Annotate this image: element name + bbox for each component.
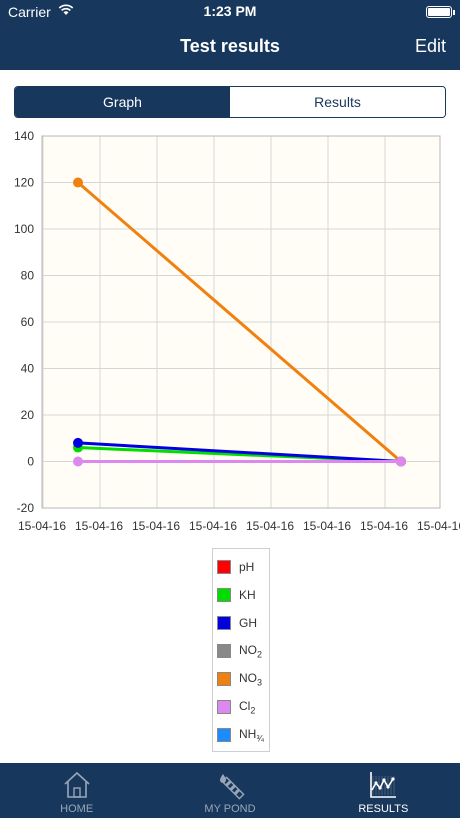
- x-tick-label: 15-04-16: [132, 519, 180, 533]
- legend-item: Cl2: [217, 693, 265, 721]
- legend-swatch: [217, 672, 231, 686]
- data-point-cl2: [73, 456, 83, 467]
- y-tick-label: 60: [21, 315, 35, 329]
- legend-label-name: NO: [239, 670, 257, 685]
- legend-label: NH¾: [239, 727, 264, 743]
- legend-label-name: GH: [239, 616, 257, 630]
- legend-item: pH: [217, 553, 265, 581]
- x-tick-label: 15-04-16: [417, 519, 460, 533]
- legend-item: KH: [217, 581, 265, 609]
- carrier-label: Carrier: [8, 4, 51, 20]
- y-tick-label: 0: [27, 455, 34, 469]
- wifi-icon: [58, 4, 74, 19]
- legend-label: GH: [239, 616, 257, 630]
- tab-home[interactable]: HOME: [0, 763, 153, 818]
- legend-swatch: [217, 616, 231, 630]
- home-icon: [64, 771, 90, 798]
- x-tick-label: 15-04-16: [303, 519, 351, 533]
- legend-swatch: [217, 700, 231, 714]
- legend-item: NH¾: [217, 721, 265, 749]
- legend-item: GH: [217, 609, 265, 637]
- legend-label-name: pH: [239, 560, 255, 574]
- legend-item: NO3: [217, 665, 265, 693]
- legend-label-name: Cl: [239, 698, 251, 713]
- legend-label-subscript: 3: [257, 677, 263, 688]
- x-tick-label: 15-04-16: [246, 519, 294, 533]
- y-tick-label: 80: [21, 269, 35, 283]
- legend-item: NO2: [217, 637, 265, 665]
- status-time: 1:23 PM: [203, 3, 257, 19]
- y-tick-label: 140: [14, 129, 34, 143]
- tab-my-pond-label: MY POND: [204, 803, 256, 815]
- legend-swatch: [217, 644, 231, 658]
- legend-label-name: NO: [239, 642, 257, 657]
- tab-results[interactable]: RESULTS: [307, 763, 460, 818]
- series-line-gh: [76, 441, 403, 463]
- legend-label: pH: [239, 560, 254, 574]
- segment-results[interactable]: Results: [230, 87, 445, 117]
- legend-label: NO3: [239, 671, 262, 687]
- y-tick-label: 40: [21, 362, 35, 376]
- legend-label-subscript: ¾: [256, 733, 264, 744]
- chart-icon: [370, 772, 397, 798]
- data-point-gh: [73, 437, 83, 448]
- x-tick-label: 15-04-16: [189, 519, 237, 533]
- edit-button[interactable]: Edit: [414, 36, 446, 56]
- legend-label-subscript: 2: [257, 649, 263, 660]
- y-tick-label: -20: [17, 501, 35, 515]
- x-tick-label: 15-04-16: [75, 519, 123, 533]
- legend-label-name: KH: [239, 588, 256, 602]
- y-tick-label: 100: [14, 222, 34, 236]
- legend-label-name: NH: [239, 726, 257, 741]
- tab-bar: HOME MY POND RESULTS: [0, 763, 460, 818]
- x-tick-label: 15-04-16: [360, 519, 408, 533]
- tab-results-label: RESULTS: [358, 803, 409, 815]
- y-tick-label: 120: [14, 176, 34, 190]
- segment-graph[interactable]: Graph: [15, 87, 230, 117]
- series-line-no3: [76, 181, 403, 463]
- legend-label: NO2: [239, 643, 262, 659]
- tab-my-pond[interactable]: MY POND: [153, 763, 306, 818]
- x-tick-label: 15-04-16: [18, 519, 66, 533]
- plot-border: [41, 135, 441, 509]
- data-point-cl2: [396, 456, 406, 467]
- nav-bar: Test results Edit: [0, 24, 460, 70]
- legend-label: KH: [239, 588, 256, 602]
- results-line-chart: -20 0 20 40 60 80 100 120 140 15-04-16 15-04-16 15-…: [14, 129, 460, 533]
- chart-legend: pH KH GH NO2 NO3 Cl2 NH¾: [212, 548, 270, 752]
- view-segmented-control: Graph Results: [14, 86, 446, 118]
- legend-swatch: [217, 560, 231, 574]
- page-title: Test results: [180, 36, 280, 56]
- legend-label-subscript: 2: [250, 705, 256, 716]
- legend-label: Cl2: [239, 699, 255, 715]
- legend-swatch: [217, 728, 231, 742]
- test-strip-icon: [219, 774, 245, 800]
- tab-home-label: HOME: [60, 803, 94, 815]
- status-bar: Carrier 1:23 PM: [0, 0, 460, 24]
- battery-icon: [426, 6, 455, 18]
- legend-swatch: [217, 588, 231, 602]
- data-point-no3: [73, 177, 83, 188]
- y-tick-label: 20: [21, 408, 35, 422]
